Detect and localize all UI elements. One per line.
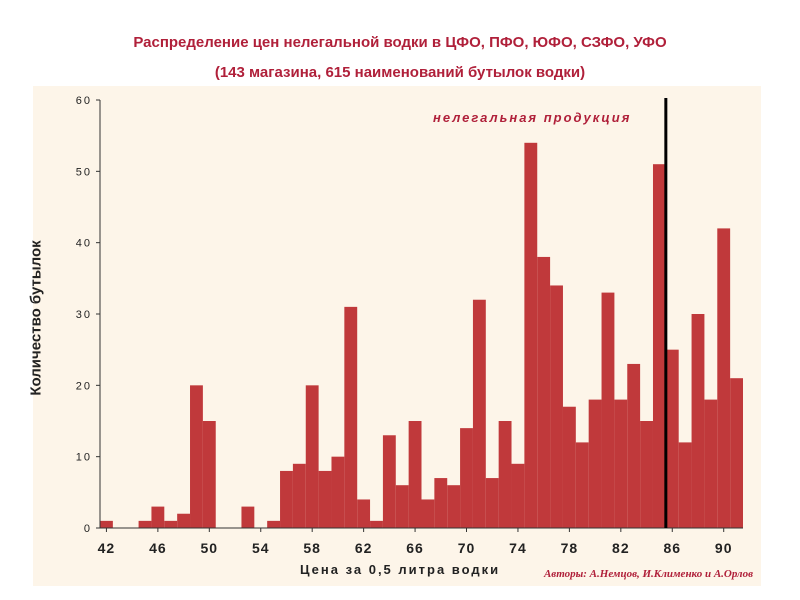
bar (395, 485, 409, 528)
bar (280, 470, 293, 528)
chart-title: Распределение цен нелегальной водки в ЦФ… (133, 34, 667, 51)
x-tick-label: 90 (715, 540, 733, 556)
bar (434, 478, 448, 528)
bar (601, 292, 615, 528)
y-tick-label: 60 (76, 95, 92, 107)
bar (177, 513, 191, 528)
bar (537, 256, 551, 528)
x-tick-label: 86 (663, 540, 681, 556)
x-tick-label: 42 (98, 540, 116, 556)
bar (382, 435, 396, 528)
bar (241, 506, 255, 528)
bar (640, 421, 653, 528)
bar (588, 399, 602, 528)
bar (190, 385, 203, 528)
bar (511, 463, 525, 528)
y-tick-label: 40 (76, 238, 92, 250)
x-tick-label: 58 (303, 540, 321, 556)
bar (164, 520, 178, 528)
bar (151, 506, 165, 528)
chart-subtitle: (143 магазина, 615 наименований бутылок … (214, 64, 586, 81)
x-tick-label: 54 (252, 540, 270, 556)
bar (652, 164, 666, 528)
x-tick-label: 82 (612, 540, 630, 556)
bar (318, 470, 332, 528)
y-axis-label: Количество бутылок (27, 240, 45, 396)
x-tick-label: 50 (201, 540, 219, 556)
bar (357, 499, 371, 528)
bar (421, 499, 435, 528)
x-tick-label: 66 (406, 540, 424, 556)
bar (344, 306, 358, 528)
bar (730, 378, 743, 528)
bar (665, 349, 679, 528)
x-tick-label: 74 (509, 540, 527, 556)
authors-credit: Авторы: А.Немцов, И.Клименко и А.Орлов (543, 568, 753, 580)
bar (678, 442, 692, 528)
bar (562, 406, 576, 528)
bar (614, 399, 628, 528)
y-tick-label: 50 (76, 166, 92, 178)
bar (292, 463, 306, 528)
bar (550, 285, 563, 528)
y-tick-label: 20 (76, 380, 92, 392)
illegal-products-annotation: нелегальная продукция (433, 110, 632, 125)
x-tick-label: 62 (355, 540, 373, 556)
bar (460, 428, 473, 528)
bar (331, 456, 345, 528)
bar (100, 520, 113, 528)
bar (447, 485, 461, 528)
bar (524, 142, 538, 529)
bar (691, 314, 705, 528)
bar (267, 520, 281, 528)
x-tick-label: 70 (458, 540, 476, 556)
bar (704, 399, 718, 528)
bar (305, 385, 319, 528)
bar (202, 421, 216, 528)
y-tick-label: 0 (84, 523, 92, 535)
bar (138, 520, 152, 528)
y-tick-label: 10 (76, 452, 92, 464)
bar (575, 442, 589, 528)
bar (498, 421, 512, 528)
x-tick-label: 78 (561, 540, 579, 556)
x-axis-label: Цена за 0,5 литра водки (300, 562, 501, 577)
y-tick-label: 30 (76, 309, 92, 321)
bar (485, 478, 499, 528)
bar (717, 228, 731, 528)
bar (408, 421, 422, 528)
bar (370, 520, 383, 528)
bar (472, 299, 486, 528)
x-tick-label: 46 (149, 540, 167, 556)
bar (627, 363, 641, 528)
